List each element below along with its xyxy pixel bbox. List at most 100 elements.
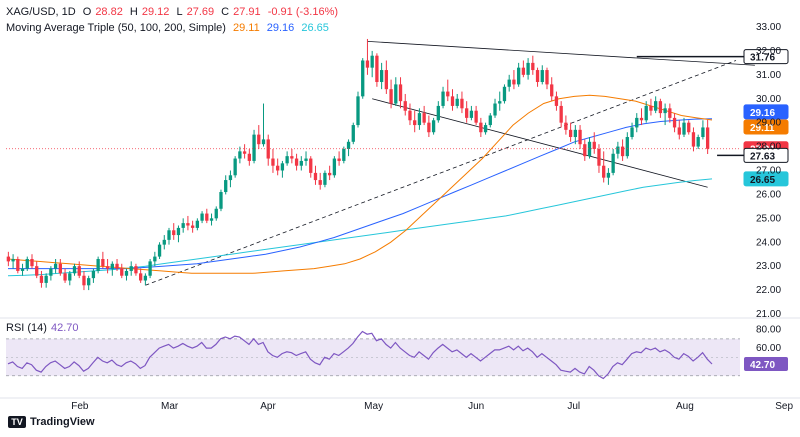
candle (327, 165, 332, 181)
candle-body (30, 258, 34, 267)
candle (49, 266, 53, 281)
candle (677, 120, 681, 140)
candle-body (266, 139, 270, 159)
candle (172, 223, 176, 240)
candle-body (101, 258, 105, 267)
moving-average-lines (7, 94, 713, 277)
candle-body (82, 275, 86, 286)
candle-body (578, 129, 582, 145)
candle-body (446, 91, 450, 97)
candle (304, 151, 308, 166)
candle-body (564, 122, 568, 130)
candle (658, 98, 663, 118)
candle (209, 213, 214, 226)
candle-body (247, 153, 251, 161)
rsi-value-badge-text: 42.70 (750, 360, 775, 371)
candle-body (639, 117, 644, 121)
candle-body (313, 172, 318, 181)
candle-body (455, 98, 459, 106)
candle (200, 211, 204, 224)
candle-body (672, 117, 677, 128)
candle (110, 261, 114, 276)
price-badge (743, 147, 789, 163)
candle-body (592, 141, 596, 149)
candle-body (209, 218, 214, 221)
candle (606, 168, 611, 185)
candle-body (512, 79, 516, 85)
candle (252, 129, 256, 164)
candle-body (214, 208, 218, 219)
price-badge (743, 104, 789, 120)
close-value: 27.91 (233, 6, 261, 18)
candle (493, 98, 497, 118)
candle-body (351, 125, 355, 142)
candle-body (394, 84, 398, 104)
candle-body (635, 117, 639, 128)
candle-body (35, 266, 39, 276)
candle (44, 273, 48, 288)
candle-body (705, 127, 710, 149)
candle (620, 139, 625, 161)
candle (266, 134, 270, 166)
candle-body (616, 146, 620, 154)
candle (261, 103, 266, 147)
time-tick-label: Jul (567, 401, 580, 412)
candle (531, 55, 535, 75)
candle-body (559, 105, 563, 123)
candle (351, 122, 355, 145)
candle-body (139, 273, 143, 281)
candle (474, 105, 478, 126)
high-value: 29.12 (141, 6, 170, 18)
candle (559, 101, 563, 128)
candle (39, 270, 44, 288)
candle (68, 270, 72, 286)
candle-body (479, 122, 483, 133)
candle-body (550, 84, 554, 97)
candle (450, 89, 455, 111)
candle (190, 220, 195, 233)
low-value: 27.69 (186, 6, 215, 18)
time-axis: Feb Mar Apr May Jun Jul Aug Sep (71, 401, 793, 412)
candle-body (602, 165, 606, 178)
candle (87, 275, 91, 291)
rsi-label: RSI (14) (6, 322, 47, 334)
symbol-label[interactable]: XAG/USD, 1D (6, 6, 76, 18)
price-badge (743, 49, 789, 65)
rsi-header[interactable]: RSI (14) 42.70 (6, 322, 79, 334)
candle-body (398, 84, 403, 102)
candle (257, 125, 261, 149)
candle (356, 91, 360, 128)
candle (299, 156, 303, 171)
candle (691, 127, 696, 152)
candle (115, 258, 119, 271)
candle (389, 79, 393, 109)
candle (545, 67, 549, 90)
candle-body (691, 132, 696, 147)
candle-body (53, 263, 58, 269)
candle-body (299, 160, 303, 166)
tradingview-brand[interactable]: TV TradingView (8, 416, 95, 428)
candle (285, 151, 289, 166)
candle-body (20, 268, 25, 271)
candle (644, 101, 648, 123)
candle (129, 261, 133, 276)
candle-body (687, 122, 691, 133)
candle-body (625, 137, 629, 157)
candle (124, 268, 129, 281)
candle (72, 263, 77, 276)
candle-body (233, 158, 237, 176)
candle (427, 115, 431, 138)
rsi-tick-label: 60.00 (756, 343, 781, 354)
candle-body (389, 89, 393, 104)
candle (342, 146, 346, 164)
price-badge-text: 31.76 (750, 53, 775, 64)
wedge-lower-line (372, 98, 708, 188)
candle (431, 117, 436, 135)
candle-body (309, 158, 313, 173)
price-tick-label: 30.00 (756, 94, 781, 105)
candle (554, 91, 559, 111)
candle (663, 103, 667, 126)
candle-body (294, 158, 299, 166)
candle (238, 146, 242, 164)
ma-header[interactable]: Moving Average Triple (50, 100, 200, Sim… (6, 22, 333, 34)
